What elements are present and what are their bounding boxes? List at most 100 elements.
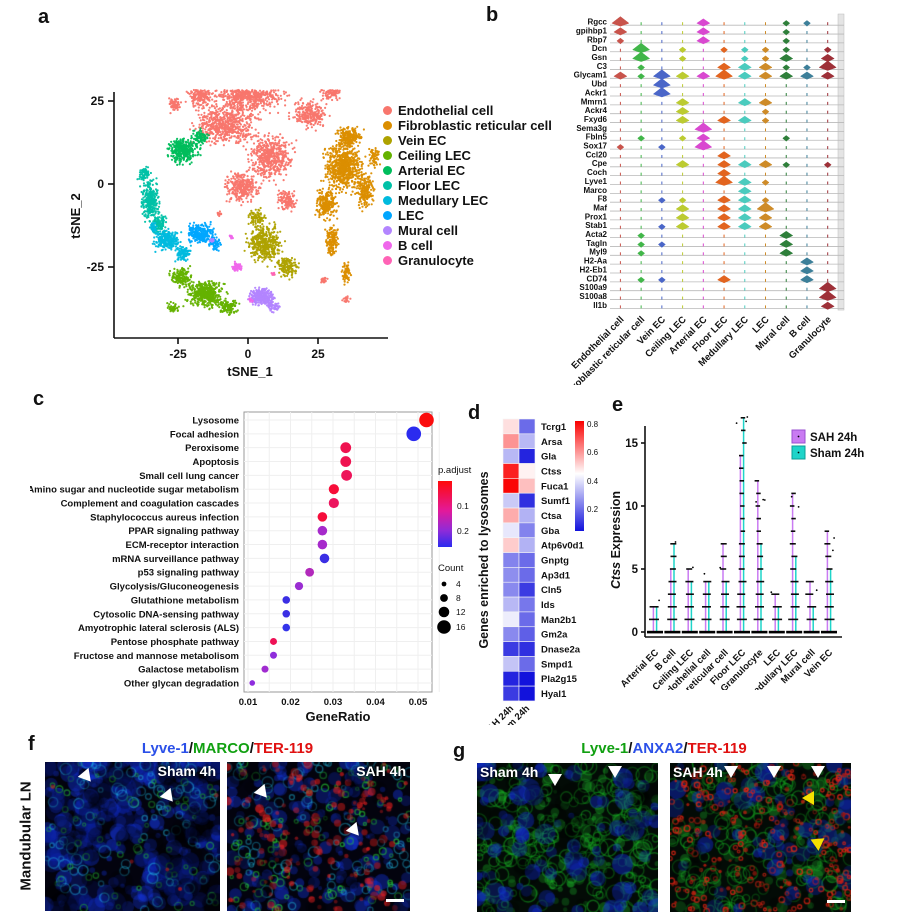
heatmap-gene-label: Smpd1 (541, 659, 573, 670)
violin-shape (761, 117, 770, 124)
violin-row-Rgcc: Rgcc (587, 16, 844, 27)
heatmap-gene-label: Man2b1 (541, 615, 577, 626)
micro-canvas (45, 762, 220, 911)
violin-row-Mmrn1: Mmrn1 (581, 97, 844, 106)
expression-group-b-cell (664, 541, 681, 634)
violin-row-Acta2: Acta2 (585, 230, 844, 239)
pathway-dot (294, 581, 304, 591)
heatmap-cell (502, 641, 520, 657)
heatmap-cell (502, 596, 520, 613)
x-tick-label: 25 (311, 347, 325, 361)
x-tick-label: 0 (245, 347, 252, 361)
heatmap-cell (518, 596, 536, 613)
pathway-label: Small cell lung cancer (139, 471, 239, 482)
violin-row-Il1b: Il1b (593, 301, 844, 310)
violin-shape (758, 71, 773, 80)
gene-label: Il1b (593, 301, 607, 310)
heatmap-cell (518, 492, 536, 509)
pathway-dot (317, 539, 328, 550)
violin-shape (717, 204, 732, 213)
violin-row-Rbp7: Rbp7 (587, 35, 844, 44)
violin-shape (717, 168, 732, 177)
heatmap-cell (518, 581, 536, 598)
heatmap-cell (502, 433, 520, 449)
gene-label: S100a8 (579, 292, 607, 301)
violin-shape (675, 106, 690, 115)
violin-row-Ackr4: Ackr4 (585, 106, 844, 115)
expression-group-arterial-ec (647, 599, 663, 634)
legend-swatch (383, 241, 392, 250)
panel-g-title-part: ANXA2 (632, 740, 684, 757)
violin-shape (696, 133, 711, 142)
padjust-tick: 0.2 (457, 526, 469, 536)
violin-shape (820, 301, 835, 310)
panel-f-title-part: TER-119 (253, 740, 314, 757)
gene-label: Lyve1 (585, 177, 608, 186)
heatmap-gene-label: Tcrg1 (541, 422, 567, 433)
panel-f-title-part: Lyve-1 (141, 740, 189, 757)
pathway-dot (305, 567, 315, 577)
gene-label: Dcn (592, 44, 607, 53)
c-x-tick: 0.05 (409, 697, 428, 708)
cluster-granulocyte (270, 271, 276, 276)
plot-panel (243, 411, 433, 693)
violin-row-Lyve1: Lyve1 (585, 175, 844, 186)
gene-label: Tagln (586, 239, 607, 248)
pathway-label: Glutathione metabolism (131, 595, 239, 606)
heatmap-cell (502, 685, 520, 702)
pathway-dot (261, 665, 269, 673)
colorbar-tick: 0.8 (587, 420, 599, 429)
violin-shape (820, 53, 835, 62)
gene-label: Glycam1 (574, 71, 608, 80)
expression-group-fibroblastic-reticular-cell (716, 543, 733, 634)
heatmap-gene-label: Sumf1 (541, 496, 571, 507)
violin-shape (737, 195, 752, 204)
gene-label: Cpe (592, 159, 608, 168)
violin-shape (717, 195, 732, 204)
violin-shape (613, 71, 628, 80)
gene-label: Fxyd6 (584, 115, 608, 124)
violin-shape (715, 175, 734, 186)
legend-item: Granulocyte (383, 253, 552, 268)
violin-row-Tagln: Tagln (586, 239, 844, 248)
panel-letter-g: g (453, 740, 466, 762)
legend-swatch (383, 166, 392, 175)
heatmap-cell (502, 581, 520, 598)
count-dot (440, 594, 448, 602)
heatmap-cell (502, 448, 520, 464)
violin-shape (675, 160, 690, 169)
heatmap-cell (518, 433, 536, 449)
violin-shape (779, 230, 794, 239)
gene-label: S100a9 (579, 283, 607, 292)
legend-swatch (383, 106, 392, 115)
heatmap-y-label: Genes enriched to lysosomes (477, 471, 491, 648)
expression-group-endothelial-cell (699, 572, 716, 634)
violin-shape (758, 62, 773, 71)
violin-shape (758, 98, 773, 107)
pathway-dot (317, 512, 328, 522)
expression-group-granulocyte (751, 480, 768, 634)
violin-shape (737, 177, 752, 186)
violin-shape (782, 64, 791, 71)
heatmap-cell (502, 418, 520, 435)
cluster-mural-cell (208, 237, 281, 314)
pathway-label: ECM-receptor interaction (126, 540, 240, 551)
heatmap-cell (518, 552, 536, 568)
legend-item: Vein EC (383, 133, 552, 148)
violin-shape (675, 98, 690, 107)
micro-canvas (477, 763, 658, 912)
pathway-dot (319, 553, 330, 564)
heatmap-cell (518, 448, 536, 464)
violin-shape (675, 204, 690, 213)
panel-f-title-part: / (249, 740, 254, 757)
violin-shape (737, 222, 752, 231)
heatmap-cell (518, 537, 536, 553)
violin-shape (652, 78, 671, 89)
violin-row-Ubd: Ubd (591, 78, 844, 89)
pathway-dot (340, 456, 352, 467)
cluster-medullary-lec (148, 222, 192, 263)
heatmap-gene-label: Pla2g15 (541, 674, 578, 685)
cluster-ceiling-lec (166, 265, 241, 316)
violin-row-H2-Aa: H2-Aa (584, 257, 844, 266)
violin-shape (737, 62, 752, 71)
